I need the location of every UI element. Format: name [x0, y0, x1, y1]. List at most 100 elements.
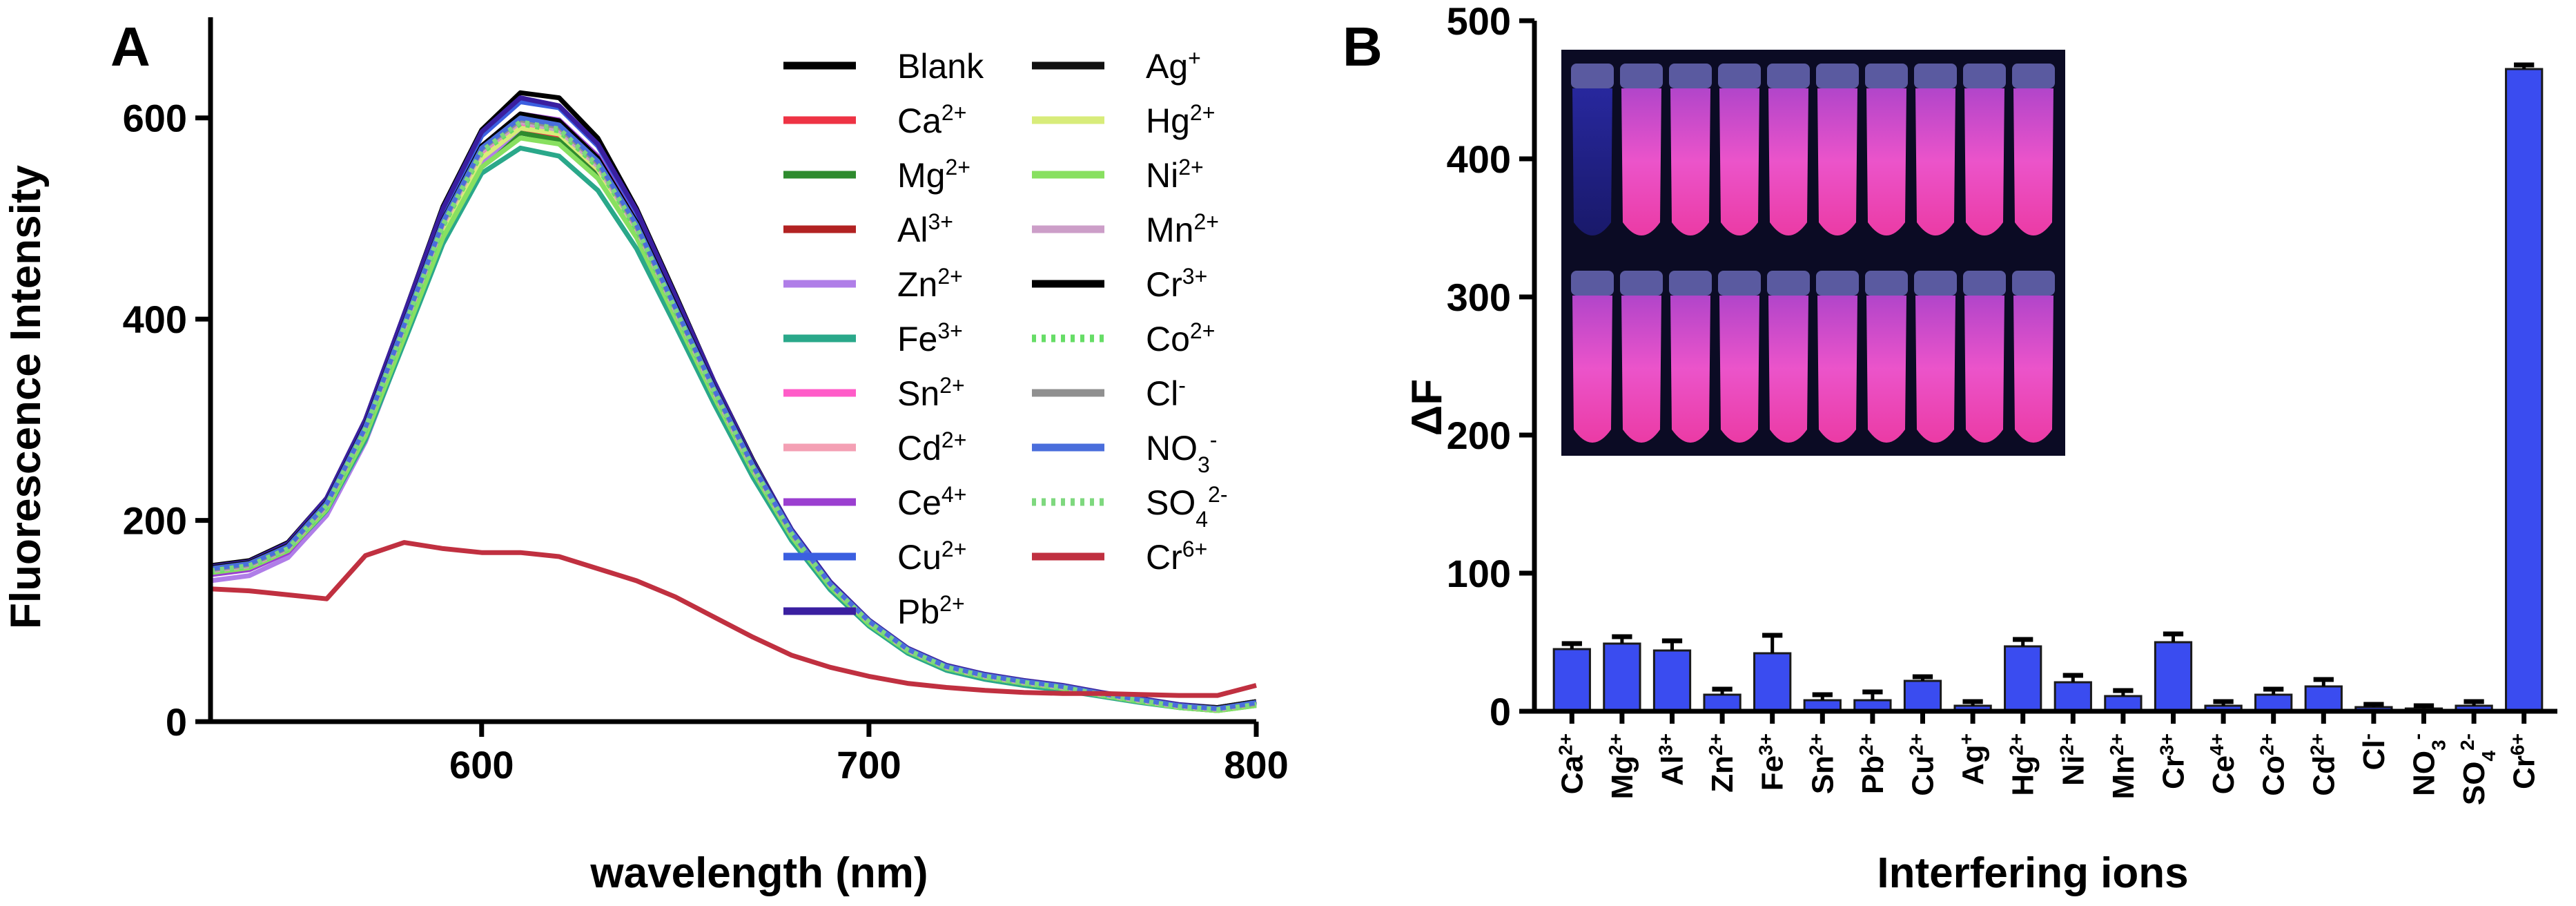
bar: [2154, 641, 2193, 713]
vial: [1669, 64, 1712, 235]
error-bar: [1962, 699, 1983, 706]
y-axis-title-a: Fluorescence Intensity: [2, 165, 50, 629]
vial: [1914, 64, 1957, 235]
bar: [2004, 645, 2042, 713]
vial: [1865, 64, 1908, 235]
vial: [1571, 271, 1614, 443]
legend-label: Fe3+: [897, 318, 963, 358]
legend-label: Sn2+: [897, 373, 965, 413]
error-bar: [2163, 631, 2184, 642]
error-bar: [2514, 62, 2535, 69]
legend-label: Ni2+: [1146, 155, 1204, 195]
x-tick-label-a: 700: [837, 743, 901, 787]
bar: [2053, 681, 2092, 713]
category-label: Mn2+: [2105, 733, 2140, 799]
error-bar: [1762, 633, 1783, 653]
legend-label: Co2+: [1146, 318, 1215, 358]
legend-label: Ca2+: [897, 100, 966, 140]
error-bar: [2213, 699, 2234, 706]
category-label: Cl-: [2356, 733, 2391, 770]
x-tick-label-a: 800: [1224, 743, 1288, 787]
panel-a-plot-area: [210, 90, 1257, 713]
bar: [2505, 68, 2544, 713]
y-tick-label-a: 200: [123, 499, 187, 543]
panel-label-b: B: [1343, 16, 1383, 77]
vial: [1767, 64, 1810, 235]
category-label: Al3+: [1655, 733, 1690, 786]
y-tick-label-b: 200: [1447, 414, 1511, 457]
error-bar: [2113, 688, 2134, 696]
legend-label: Cl-: [1146, 373, 1186, 413]
error-bar: [1712, 686, 1733, 695]
category-label: Mg2+: [1604, 733, 1639, 799]
error-bar: [2313, 677, 2334, 686]
y-tick-label-b: 100: [1447, 552, 1511, 595]
error-bar: [2363, 702, 2384, 707]
y-axis-title-b: ΔF: [1403, 379, 1451, 436]
vial: [1816, 271, 1859, 443]
vial: [1767, 271, 1810, 443]
category-label: Ag+: [1955, 733, 1991, 785]
legend-label: Pb2+: [897, 591, 965, 631]
bar: [1652, 649, 1692, 713]
category-label: Cd2+: [2306, 733, 2341, 796]
legend-label: Ag+: [1146, 46, 1201, 86]
category-label: Ce4+: [2206, 733, 2241, 794]
legend-label: SO42-: [1146, 482, 1228, 532]
y-tick-label-b: 300: [1447, 276, 1511, 319]
inset-photo: [1561, 50, 2065, 456]
panel-b: B Ca2+ Mg2+ Al3+ Zn2+ Fe3+ Sn2+ Pb2+ Cu2+ Ag+ Hg2…: [1343, 0, 2557, 897]
category-label: SO42-: [2457, 733, 2499, 805]
bar: [1603, 642, 1641, 713]
error-bar: [1862, 689, 1883, 700]
vial: [1963, 64, 2006, 235]
legend-label: Ce4+: [897, 482, 966, 522]
bar: [2304, 685, 2343, 713]
x-axis-title-b: Interfering ions: [1877, 849, 2188, 897]
panel-b-axes: Ca2+ Mg2+ Al3+ Zn2+ Fe3+ Sn2+ Pb2+ Cu2+ Ag+ Hg2+ N…: [1447, 0, 2557, 805]
vial: [1865, 271, 1908, 443]
error-bar: [1612, 634, 1632, 644]
bar: [2254, 693, 2293, 713]
category-label: Ca2+: [1554, 733, 1590, 794]
legend-label: Blank: [897, 47, 984, 86]
bar: [1753, 652, 1792, 713]
category-label: Hg2+: [2005, 733, 2040, 796]
y-tick-label-b: 0: [1490, 690, 1511, 733]
series-line-blank-none: [210, 90, 1257, 711]
series-line-pb-2plus: [210, 95, 1257, 711]
x-axis-title-a: wavelength (nm): [589, 849, 928, 897]
error-bar: [1561, 641, 1582, 649]
vial: [1620, 271, 1663, 443]
legend-label: NO3-: [1146, 427, 1217, 477]
vial: [1914, 271, 1957, 443]
panel-b-bars: [1552, 62, 2544, 713]
legend-label: Mg2+: [897, 155, 970, 195]
error-bar: [2463, 699, 2484, 706]
legend-label: Cu2+: [897, 537, 966, 577]
panel-a-legend: Blank Ca2+ Mg2+ Al3+ Zn2+ Fe3+ Sn2+ Cd2+ Ce4+ Cu2…: [783, 46, 1228, 631]
legend-label: Cr3+: [1146, 264, 1207, 304]
category-label: NO3-: [2406, 733, 2449, 796]
category-label: Sn2+: [1805, 733, 1840, 794]
category-label: Fe3+: [1755, 733, 1790, 791]
category-label: Pb2+: [1855, 733, 1890, 794]
error-bar: [2263, 686, 2284, 695]
category-label: Ni2+: [2056, 733, 2091, 786]
category-label: Zn2+: [1705, 733, 1740, 793]
vial: [2012, 64, 2055, 235]
category-label: Cu2+: [1905, 733, 1940, 796]
panel-a-axes: 600 700 800 0 200 400 600: [123, 17, 1289, 787]
x-tick-label-a: 600: [449, 743, 514, 787]
bar: [1903, 680, 1942, 713]
vial: [1620, 64, 1663, 235]
y-tick-label-b: 400: [1447, 137, 1511, 181]
vial: [2012, 271, 2055, 443]
error-bar: [2413, 703, 2434, 709]
error-bar: [1661, 638, 1683, 650]
legend-label: Hg2+: [1146, 100, 1215, 140]
vial: [1571, 64, 1614, 235]
error-bar: [1912, 674, 1933, 681]
vial: [1669, 271, 1712, 443]
